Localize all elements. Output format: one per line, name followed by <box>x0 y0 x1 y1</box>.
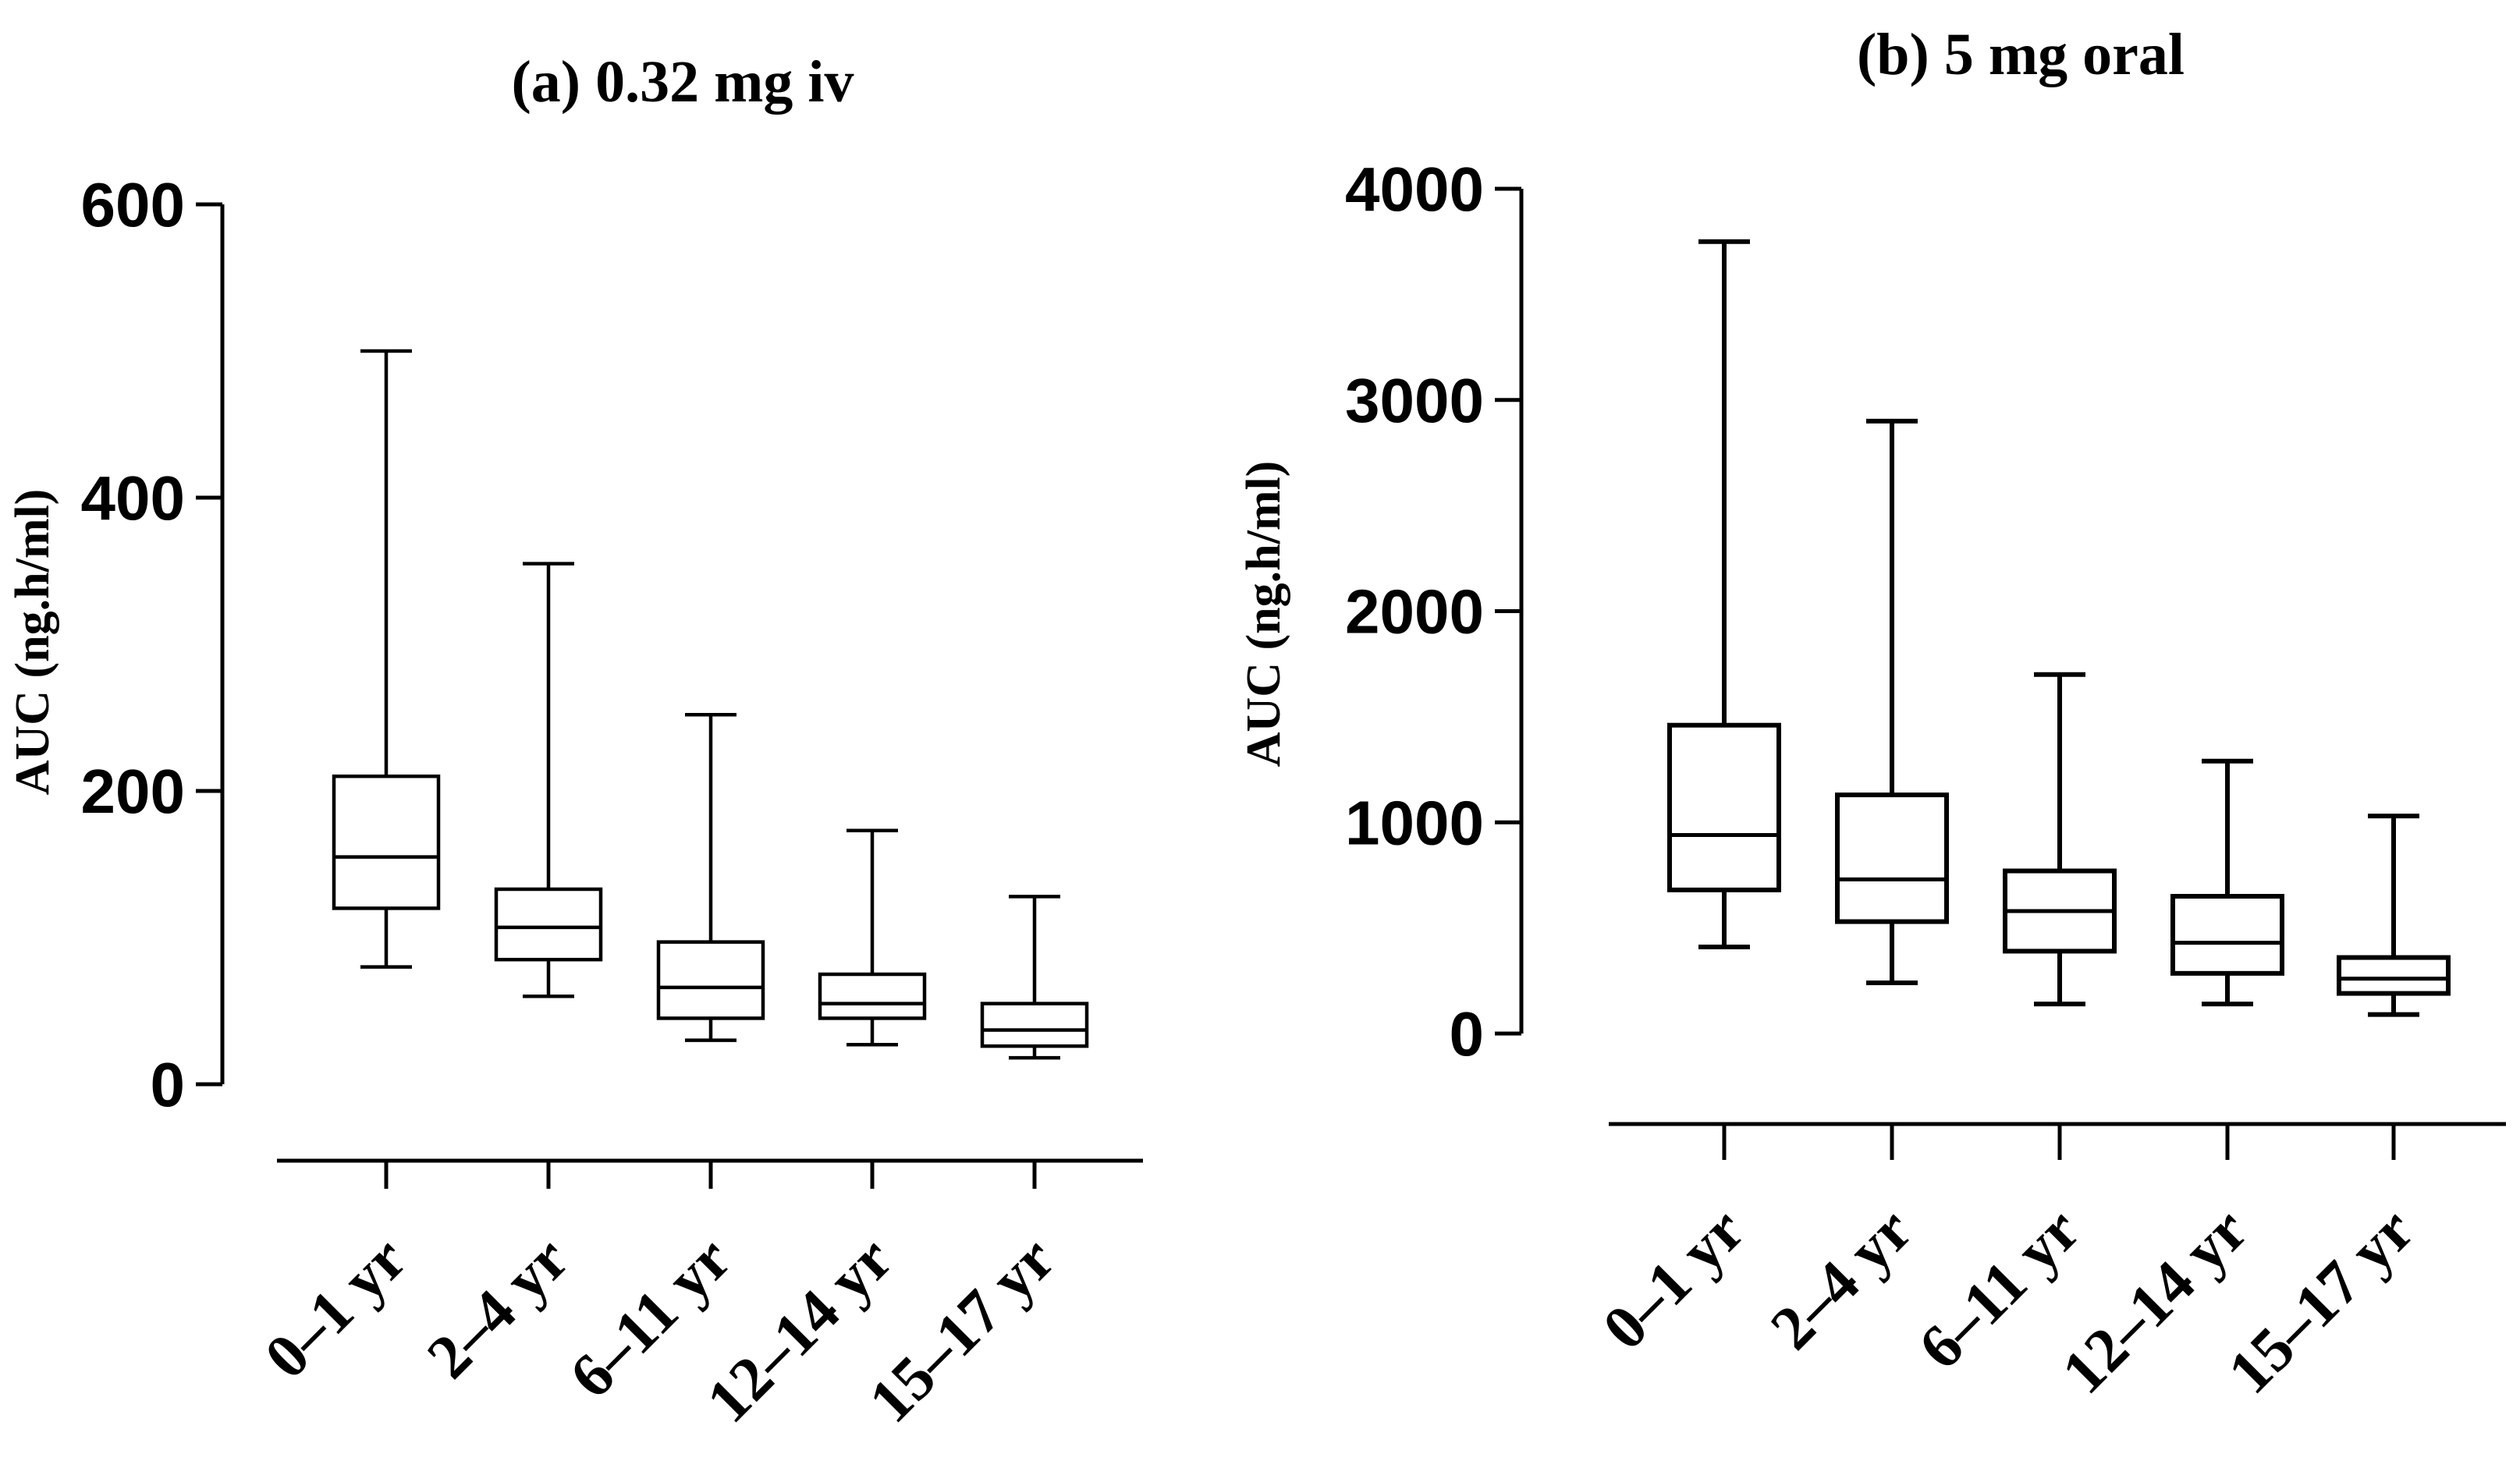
x-tick-label: 15–17 yr <box>2216 1196 2427 1407</box>
panel-a-title: (a) 0.32 mg iv <box>511 49 854 115</box>
panel-b-title: (b) 5 mg oral <box>1857 22 2185 87</box>
y-tick-label: 600 <box>81 170 185 239</box>
box-2 <box>1835 418 1949 986</box>
x-tick-label: 0–1 yr <box>252 1225 420 1392</box>
x-tick-label: 12–14 yr <box>2050 1196 2261 1407</box>
panel-a-y-axis: 0 200 400 600 <box>81 170 225 1119</box>
x-tick-label: 2–4 yr <box>1758 1196 1925 1363</box>
iqr-box <box>2337 955 2451 996</box>
iqr-box <box>980 1002 1089 1048</box>
panel-a-boxes <box>332 349 1089 1060</box>
y-tick-label: 3000 <box>1345 366 1484 435</box>
box-2 <box>494 562 603 998</box>
y-tick-label: 0 <box>1450 999 1485 1069</box>
box-4 <box>2170 758 2284 1007</box>
y-tick-label: 4000 <box>1345 154 1484 224</box>
iqr-box <box>332 774 441 910</box>
y-tick-label: 0 <box>151 1050 186 1119</box>
y-tick-label: 2000 <box>1345 577 1484 647</box>
panel-a: (a) 0.32 mg iv AUC (ng.h/ml) 0200400600 … <box>6 49 1143 1436</box>
box-5 <box>2337 814 2451 1017</box>
iqr-box <box>656 940 765 1020</box>
iqr-box <box>1835 793 1949 924</box>
y-tick-label: 200 <box>81 757 185 826</box>
box-4 <box>818 828 927 1047</box>
panel-b-y-axis-label: AUC (ng.h/ml) <box>1237 461 1290 768</box>
box-3 <box>2003 672 2117 1007</box>
x-tick-label: 0–1 yr <box>1590 1196 1758 1363</box>
x-tick-label: 2–4 yr <box>414 1225 582 1392</box>
panel-b: (b) 5 mg oral AUC (ng.h/ml) 0 1000 2000 300… <box>1237 22 2506 1407</box>
iqr-box <box>2170 894 2284 976</box>
box-1 <box>1667 239 1781 949</box>
box-3 <box>656 712 765 1042</box>
iqr-box <box>1667 722 1781 892</box>
y-tick-label: 1000 <box>1345 788 1484 857</box>
panel-b-y-axis: 0 1000 2000 3000 4000 <box>1345 154 1524 1069</box>
box-5 <box>980 895 1089 1060</box>
panel-a-y-axis-label: AUC (ng.h/ml) <box>6 489 59 796</box>
box-1 <box>332 349 441 969</box>
y-tick-label: 400 <box>81 463 185 533</box>
panel-b-boxes <box>1667 239 2451 1017</box>
iqr-box <box>818 972 927 1020</box>
iqr-box <box>494 887 603 962</box>
